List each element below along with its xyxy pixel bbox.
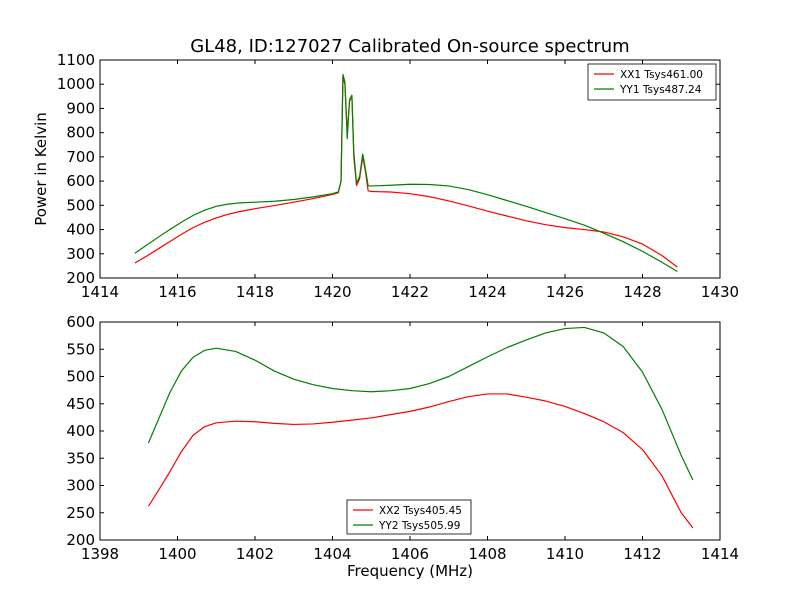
bottom-chart-legend: XX2 Tsys405.45 YY2 Tsys505.99 bbox=[346, 499, 472, 535]
y-tick-label: 800 bbox=[66, 124, 95, 142]
y-tick-label: 450 bbox=[66, 395, 95, 413]
x-tick-label: 1406 bbox=[391, 545, 429, 563]
x-tick-label: 1410 bbox=[546, 545, 584, 563]
legend-entry: YY2 Tsys505.99 bbox=[378, 520, 460, 532]
legend-box bbox=[346, 499, 472, 535]
series-line-2 bbox=[147, 326, 694, 481]
y-tick-label: 600 bbox=[66, 172, 95, 190]
x-tick-label: 1428 bbox=[623, 283, 661, 301]
x-tick-label: 1398 bbox=[81, 545, 119, 563]
x-tick-label: 1402 bbox=[236, 545, 274, 563]
x-tick-label: 1408 bbox=[468, 545, 506, 563]
x-tick-label: 1414 bbox=[81, 283, 119, 301]
y-tick-label: 600 bbox=[66, 313, 95, 331]
x-tick-label: 1404 bbox=[313, 545, 351, 563]
x-tick-label: 1422 bbox=[391, 283, 429, 301]
bottom-chart: Frequency (MHz) 1398 1400 1402 1404 1406 1408… bbox=[66, 313, 739, 580]
legend-entry: XX2 Tsys405.45 bbox=[379, 505, 462, 517]
y-tick-label: 500 bbox=[66, 196, 95, 214]
x-tick-label: 1420 bbox=[313, 283, 351, 301]
x-tick-label: 1412 bbox=[623, 545, 661, 563]
y-tick-label: 700 bbox=[66, 148, 95, 166]
bottom-chart-plot-area bbox=[147, 326, 694, 529]
y-tick-label: 550 bbox=[66, 340, 95, 358]
x-tick-label: 1400 bbox=[158, 545, 196, 563]
top-chart-plot-area bbox=[134, 73, 678, 272]
top-chart: GL48, ID:127027 Calibrated On-source spe… bbox=[32, 36, 739, 301]
x-tick-label: 1414 bbox=[701, 545, 739, 563]
top-chart-ylabel: Power in Kelvin bbox=[32, 112, 50, 226]
y-tick-label: 400 bbox=[66, 422, 95, 440]
y-tick-label: 200 bbox=[66, 269, 95, 287]
x-tick-label: 1416 bbox=[158, 283, 196, 301]
bottom-chart-ticks: 1398 1400 1402 1404 1406 1408 1410 1412 1414 200 2… bbox=[66, 313, 739, 563]
y-tick-label: 500 bbox=[66, 368, 95, 386]
x-tick-label: 1424 bbox=[468, 283, 506, 301]
y-tick-label: 400 bbox=[66, 221, 95, 239]
y-tick-label: 900 bbox=[66, 99, 95, 117]
y-tick-label: 300 bbox=[66, 245, 95, 263]
bottom-chart-xlabel: Frequency (MHz) bbox=[347, 562, 473, 580]
top-chart-legend: XX1 Tsys461.00 YY1 Tsys487.24 bbox=[587, 63, 717, 101]
x-tick-label: 1430 bbox=[701, 283, 739, 301]
y-tick-label: 1100 bbox=[57, 51, 95, 69]
legend-entry: XX1 Tsys461.00 bbox=[620, 69, 703, 81]
legend-entry: YY1 Tsys487.24 bbox=[619, 84, 702, 96]
top-chart-frame bbox=[99, 59, 721, 279]
x-tick-label: 1418 bbox=[236, 283, 274, 301]
y-tick-label: 300 bbox=[66, 477, 95, 495]
series-line-2 bbox=[134, 73, 678, 272]
x-tick-label: 1426 bbox=[546, 283, 584, 301]
top-chart-title: GL48, ID:127027 Calibrated On-source spe… bbox=[190, 36, 629, 57]
bottom-chart-frame bbox=[99, 321, 721, 541]
y-tick-label: 350 bbox=[66, 449, 95, 467]
y-tick-label: 200 bbox=[66, 531, 95, 549]
y-tick-label: 250 bbox=[66, 504, 95, 522]
series-line-1 bbox=[147, 393, 694, 529]
y-tick-label: 1000 bbox=[57, 75, 95, 93]
legend-box bbox=[587, 63, 717, 101]
top-chart-ticks: 1414 1416 1418 1420 1422 1424 1426 1428 1430 200 3… bbox=[57, 51, 739, 301]
